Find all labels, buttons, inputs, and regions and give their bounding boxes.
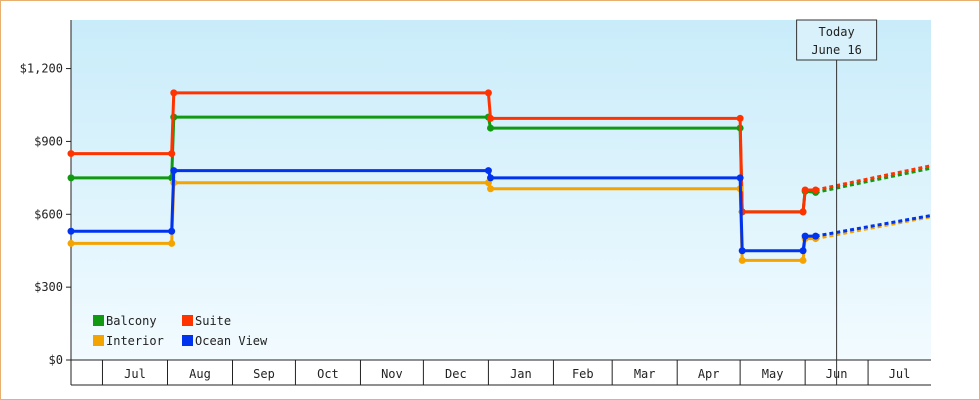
data-point bbox=[67, 174, 75, 182]
x-tick-label: Jan bbox=[510, 367, 532, 381]
legend-item: Interior bbox=[93, 334, 164, 348]
legend-label: Ocean View bbox=[195, 334, 268, 348]
data-point bbox=[736, 174, 744, 182]
data-point bbox=[738, 247, 746, 255]
data-point bbox=[801, 186, 809, 194]
data-point bbox=[738, 256, 746, 264]
legend-item: Ocean View bbox=[182, 334, 268, 348]
y-tick-label: $900 bbox=[34, 134, 63, 148]
data-point bbox=[67, 150, 75, 158]
series-projection bbox=[815, 166, 932, 194]
series-ocean-view bbox=[67, 167, 932, 255]
legend-item: Suite bbox=[182, 314, 231, 328]
series-line bbox=[71, 91, 816, 214]
x-tick-label: Jul bbox=[124, 367, 146, 381]
x-tick-label: Jul bbox=[889, 367, 911, 381]
series-line bbox=[71, 169, 816, 253]
y-tick-label: $0 bbox=[49, 353, 63, 367]
today-date-label: June 16 bbox=[811, 43, 862, 57]
legend-swatch bbox=[182, 315, 193, 326]
data-point bbox=[487, 114, 495, 122]
data-point bbox=[801, 232, 809, 240]
legend-swatch bbox=[93, 335, 104, 346]
x-tick-label: Apr bbox=[698, 367, 720, 381]
data-point bbox=[170, 89, 178, 97]
data-point bbox=[67, 227, 75, 235]
legend-item: Balcony bbox=[93, 314, 157, 328]
data-point bbox=[168, 227, 176, 235]
x-tick-label: Nov bbox=[381, 367, 403, 381]
data-point bbox=[799, 247, 807, 255]
series-projection bbox=[815, 215, 932, 241]
x-tick-label: Dec bbox=[445, 367, 467, 381]
data-point bbox=[487, 185, 495, 193]
series-projection bbox=[815, 214, 932, 238]
y-tick-label: $600 bbox=[34, 207, 63, 221]
series-projection bbox=[815, 164, 932, 192]
x-tick-label: Mar bbox=[634, 367, 656, 381]
data-point bbox=[484, 167, 492, 175]
data-point bbox=[799, 208, 807, 216]
data-point bbox=[487, 124, 495, 132]
x-tick-label: Aug bbox=[189, 367, 211, 381]
legend-label: Balcony bbox=[106, 314, 157, 328]
y-tick-label: $1,200 bbox=[20, 62, 63, 76]
x-tick-label: Sep bbox=[253, 367, 275, 381]
data-point bbox=[67, 239, 75, 247]
legend-swatch bbox=[182, 335, 193, 346]
x-tick-label: May bbox=[762, 367, 784, 381]
data-point bbox=[736, 114, 744, 122]
data-point bbox=[168, 239, 176, 247]
data-point bbox=[168, 150, 176, 158]
y-tick-label: $300 bbox=[34, 280, 63, 294]
data-point bbox=[487, 174, 495, 182]
data-point bbox=[170, 167, 178, 175]
data-point bbox=[812, 232, 820, 240]
legend-label: Interior bbox=[106, 334, 164, 348]
today-label: Today bbox=[819, 25, 855, 39]
legend-label: Suite bbox=[195, 314, 231, 328]
today-box bbox=[796, 19, 878, 61]
x-tick-label: Oct bbox=[317, 367, 339, 381]
legend-swatch bbox=[93, 315, 104, 326]
data-point bbox=[799, 256, 807, 264]
x-tick-label: Feb bbox=[572, 367, 594, 381]
data-point bbox=[484, 89, 492, 97]
data-point bbox=[812, 186, 820, 194]
